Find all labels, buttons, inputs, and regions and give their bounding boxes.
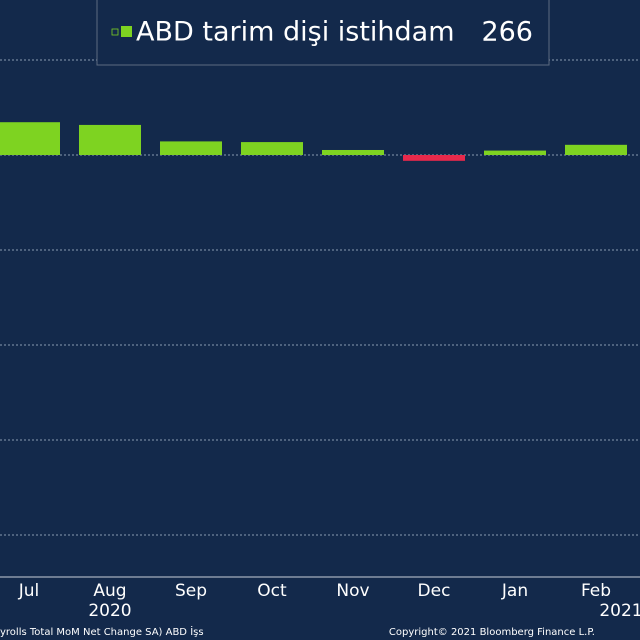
- x-tick-label: Feb: [581, 581, 611, 601]
- source: yrolls Total MoM Net Change SA) ABD İşs: [0, 625, 204, 638]
- bar: [565, 144, 627, 156]
- legend-label: ABD tarim dişi istihdam: [136, 17, 455, 48]
- bar: [484, 150, 546, 156]
- x-tick-label: Oct: [257, 581, 287, 601]
- legend-handle: [111, 28, 119, 36]
- year-label: 2020: [88, 601, 131, 621]
- copyright: Copyright© 2021 Bloomberg Finance L.P.: [389, 627, 595, 638]
- x-tick-label: Nov: [336, 581, 369, 601]
- x-tick-label: Aug: [93, 581, 126, 601]
- bar: [322, 149, 384, 156]
- year-label: 2021: [599, 601, 640, 621]
- x-tick-label: Sep: [175, 581, 207, 601]
- bar: [0, 122, 60, 156]
- bar: [403, 155, 465, 161]
- legend-value: 266: [481, 17, 533, 48]
- legend-swatch: [121, 26, 132, 37]
- x-tick-label: Jan: [501, 581, 528, 601]
- legend-box: [96, 0, 550, 66]
- bar: [79, 124, 141, 156]
- x-tick-label: Dec: [418, 581, 451, 601]
- x-tick-label: Jul: [18, 581, 40, 601]
- bar: [160, 141, 222, 156]
- bar: [241, 142, 303, 156]
